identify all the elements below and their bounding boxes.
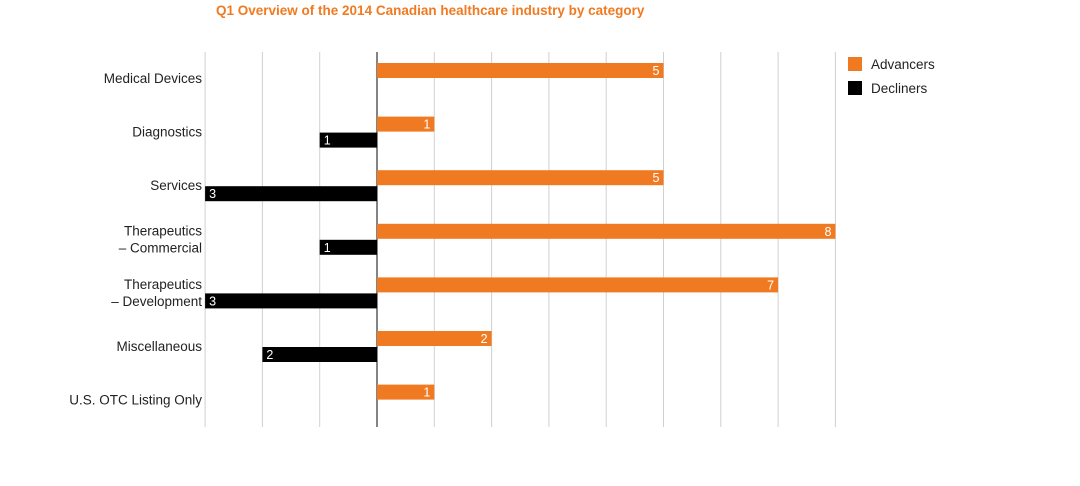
decliners-bar xyxy=(205,293,377,309)
chart-title: Q1 Overview of the 2014 Canadian healthc… xyxy=(216,3,645,18)
decliners-bar xyxy=(262,347,377,362)
category-label: U.S. OTC Listing Only xyxy=(69,393,202,408)
advancers-bar xyxy=(377,170,664,186)
decliners-value-label: 2 xyxy=(266,348,273,362)
decliners-value-label: 3 xyxy=(209,294,216,308)
category-label: Therapeutics xyxy=(124,277,202,292)
legend-swatch xyxy=(848,57,862,71)
category-label: Miscellaneous xyxy=(116,339,202,354)
decliners-value-label: 1 xyxy=(324,241,331,255)
advancers-value-label: 1 xyxy=(423,386,430,400)
grid-lines xyxy=(204,52,836,427)
decliners-bar xyxy=(319,132,377,148)
advancers-bar xyxy=(377,331,492,346)
decliners-bar xyxy=(205,186,377,202)
category-label: – Commercial xyxy=(119,240,202,255)
category-label: – Development xyxy=(111,294,202,309)
decliners-value-label: 3 xyxy=(209,187,216,201)
category-labels: Medical Devices Diagnostics Services Therap… xyxy=(69,71,202,408)
category-label: Medical Devices xyxy=(104,71,203,86)
legend-label: Advancers xyxy=(871,57,935,72)
advancers-value-label: 2 xyxy=(481,332,488,346)
advancers-bar xyxy=(377,277,779,293)
decliners-value-label: 1 xyxy=(324,134,331,148)
legend-swatch xyxy=(848,81,862,95)
advancers-bar xyxy=(377,116,435,132)
advancers-bar xyxy=(377,223,836,239)
advancers-value-label: 5 xyxy=(653,64,660,78)
advancers-bar xyxy=(377,63,664,78)
category-label: Services xyxy=(150,178,202,193)
legend: Advancers Decliners xyxy=(848,57,935,96)
category-label: Diagnostics xyxy=(132,125,202,140)
bars: 5 1 1 5 3 8 1 7 3 2 2 1 xyxy=(205,63,836,400)
advancers-value-label: 5 xyxy=(653,171,660,185)
advancers-value-label: 7 xyxy=(767,278,774,292)
advancers-value-label: 1 xyxy=(423,118,430,132)
decliners-bar xyxy=(319,239,377,255)
category-label: Therapeutics xyxy=(124,223,202,238)
legend-label: Decliners xyxy=(871,81,928,96)
advancers-value-label: 8 xyxy=(824,225,831,239)
advancers-bar xyxy=(377,384,435,400)
